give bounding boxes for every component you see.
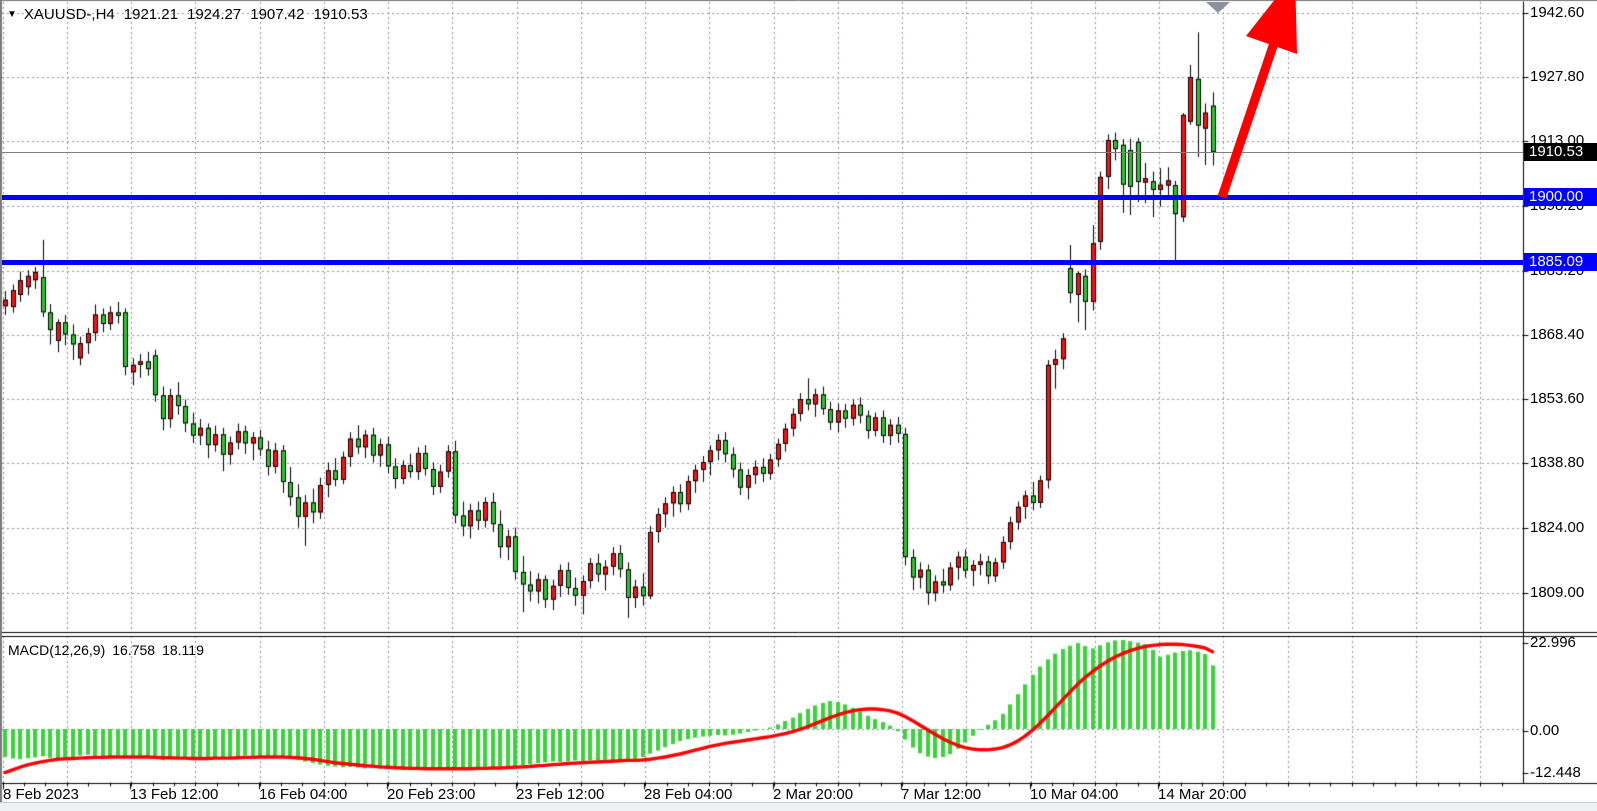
time-axis-label: 10 Mar 04:00 <box>1030 786 1119 803</box>
macd-signal-value: 18.119 <box>162 642 204 658</box>
current-price-line <box>2 152 1523 153</box>
price-badge-current: 1910.53 <box>1524 143 1597 161</box>
macd-indicator-label: MACD(12,26,9) 16.758 18.119 <box>8 642 204 658</box>
time-axis-label: 23 Feb 12:00 <box>516 786 605 803</box>
trend-arrow[interactable] <box>1190 0 1320 210</box>
price-badge-1885: 1885.09 <box>1524 253 1597 271</box>
price-axis-label: 1868.40 <box>1530 325 1585 343</box>
time-axis-label: 7 Mar 12:00 <box>901 786 982 803</box>
price-axis-label: 1942.60 <box>1530 3 1585 21</box>
price-axis-label: 1824.00 <box>1530 518 1585 536</box>
time-axis-label: 8 Feb 2023 <box>3 786 79 803</box>
macd-axis-label: -12.448 <box>1530 764 1581 781</box>
symbol-period-label: XAUUSD-,H4 <box>23 6 115 23</box>
price-axis-label: 1809.00 <box>1530 583 1585 601</box>
time-axis-label: 28 Feb 04:00 <box>644 786 733 803</box>
time-axis-label: 2 Mar 20:00 <box>773 786 854 803</box>
chart-header: ▼ XAUUSD-,H4 1921.21 1924.27 1907.42 1910.53 <box>7 6 368 23</box>
price-badge-1900: 1900.00 <box>1524 188 1597 206</box>
time-axis-label: 13 Feb 12:00 <box>130 786 219 803</box>
price-axis-label: 1853.60 <box>1530 390 1585 408</box>
time-axis-label: 14 Mar 20:00 <box>1158 786 1247 803</box>
bottom-strip <box>0 802 1597 811</box>
horizontal-support-line-1900[interactable] <box>2 195 1523 200</box>
price-axis-label: 1927.80 <box>1530 68 1585 86</box>
time-axis-label: 16 Feb 04:00 <box>259 786 348 803</box>
macd-main-value: 16.758 <box>112 642 156 658</box>
horizontal-support-line-1885[interactable] <box>2 260 1523 265</box>
chart-shift-marker-icon[interactable] <box>1206 2 1230 13</box>
macd-axis-label: 0.00 <box>1530 722 1560 739</box>
macd-axis-label: 22.996 <box>1530 634 1576 651</box>
time-axis-label: 20 Feb 23:00 <box>387 786 476 803</box>
ohlc-low: 1907.42 <box>250 6 305 23</box>
ohlc-open: 1921.21 <box>123 6 178 23</box>
ohlc-high: 1924.27 <box>187 6 242 23</box>
symbol-dropdown-icon[interactable]: ▼ <box>7 9 17 20</box>
ohlc-close: 1910.53 <box>313 6 368 23</box>
price-axis-label: 1838.80 <box>1530 454 1585 472</box>
macd-name: MACD(12,26,9) <box>8 642 106 658</box>
